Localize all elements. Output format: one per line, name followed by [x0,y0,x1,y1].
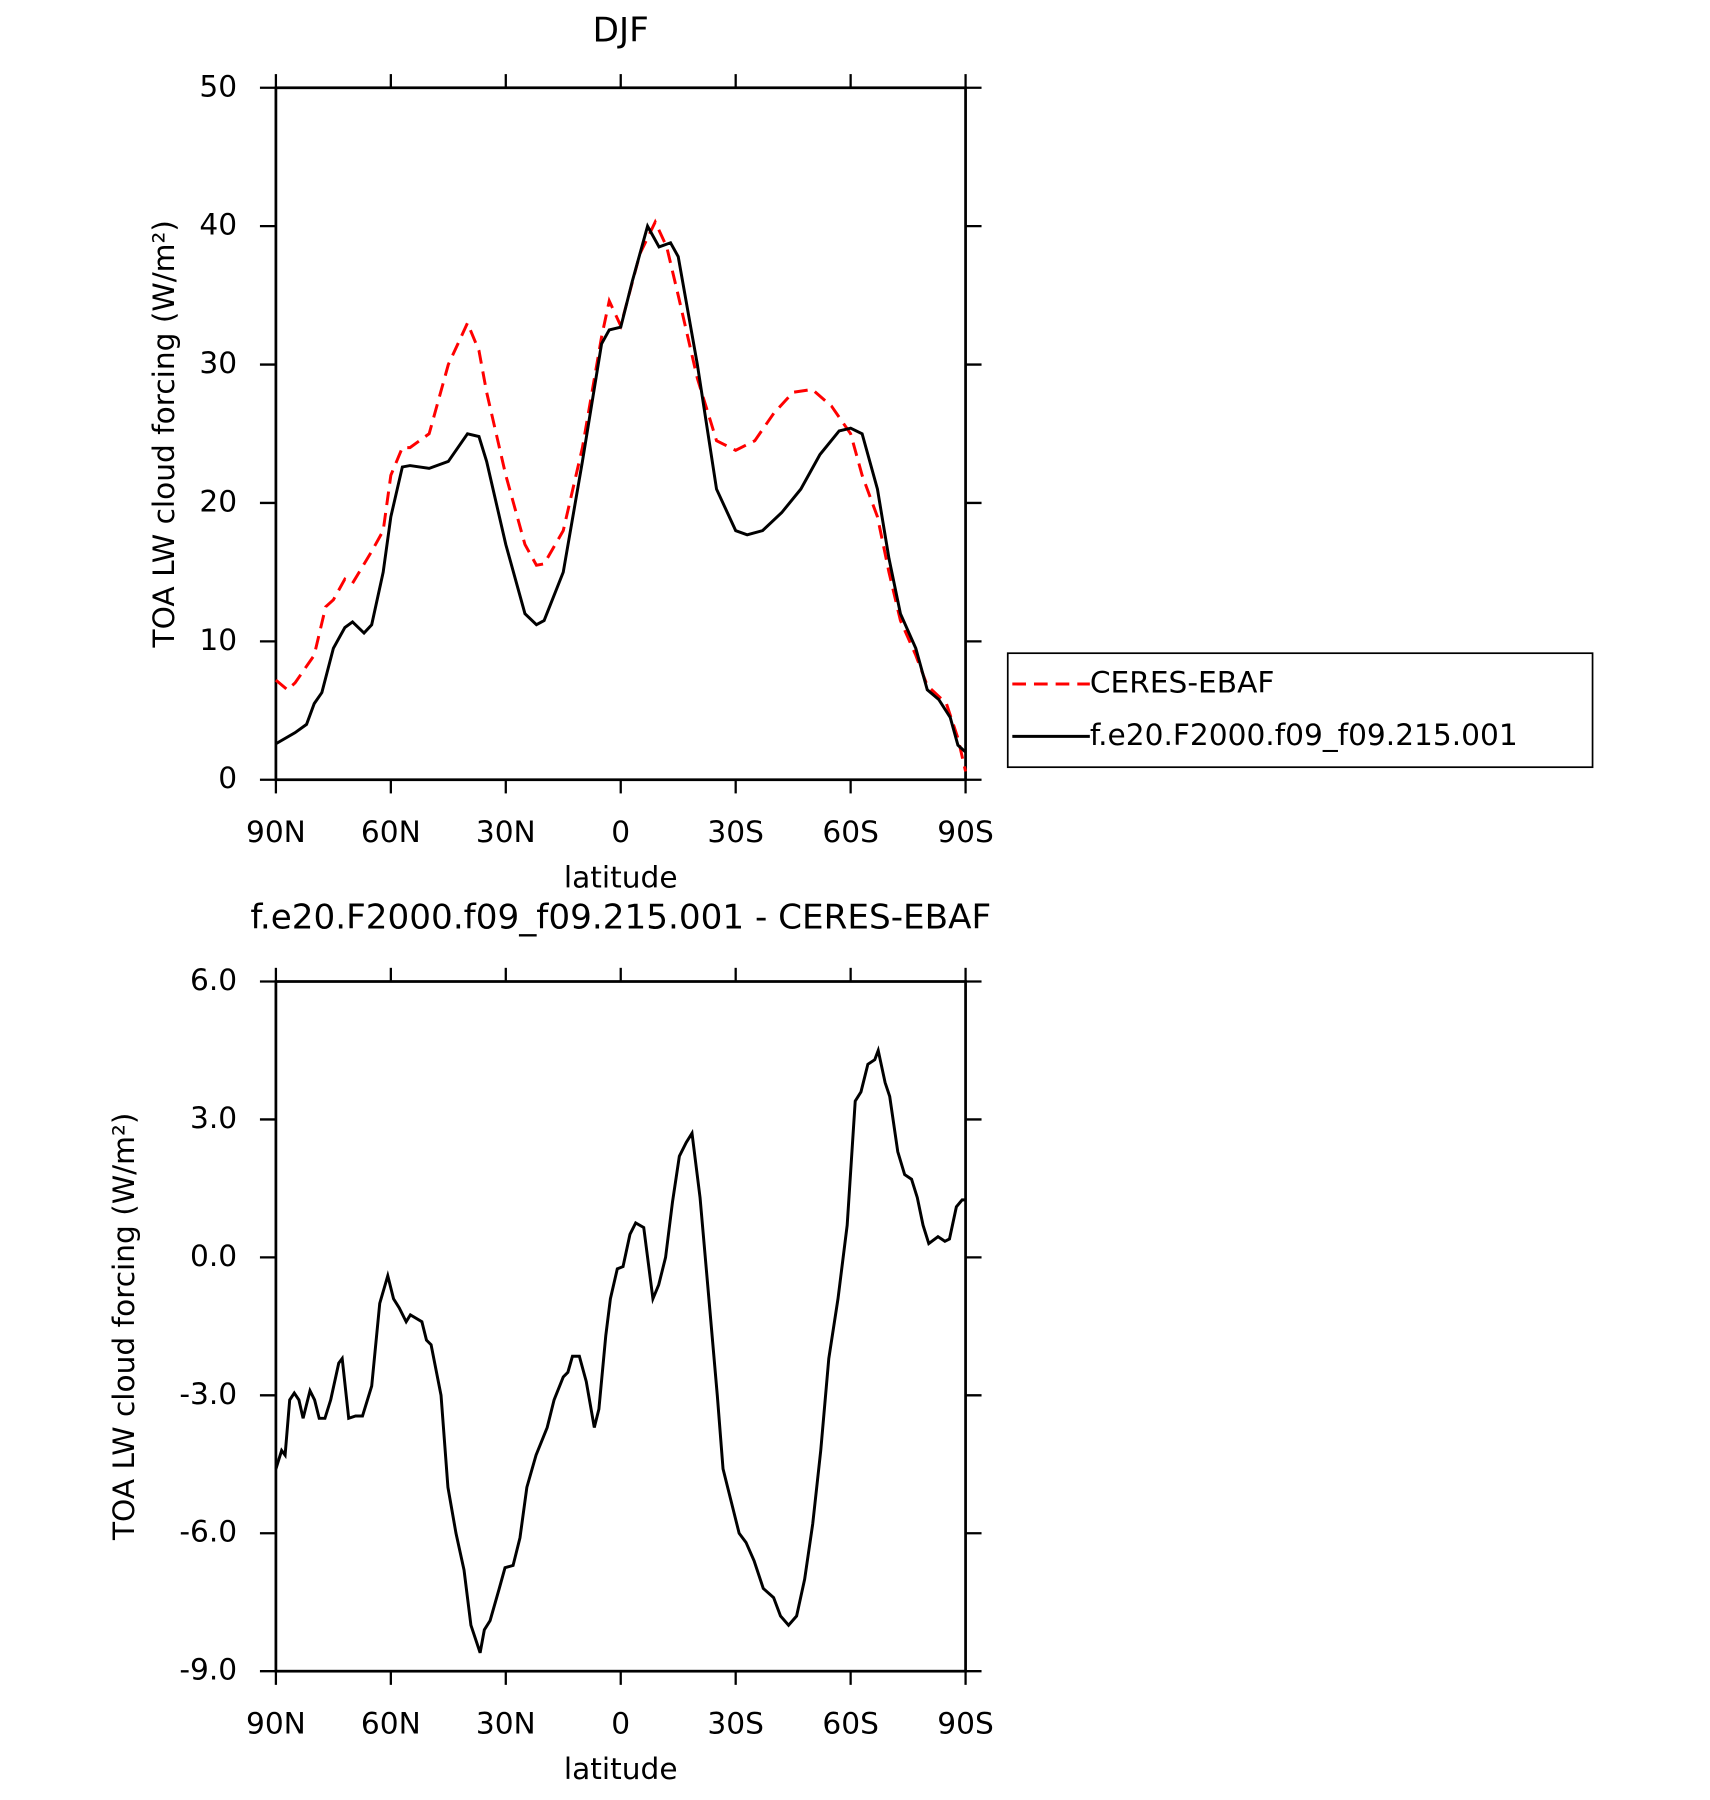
data-line [274,1045,966,1654]
y-axis-label: TOA LW cloud forcing (W/m²) [146,220,181,648]
plot-frame [274,980,967,1673]
chart-title: f.e20.F2000.f09_f09.215.001 - CERES-EBAF [250,897,991,937]
x-tick-label: 90S [937,814,994,849]
legend-label: f.e20.F2000.f09_f09.215.001 [1090,717,1518,752]
legend-box [1006,652,1594,769]
x-tick-label: 90N [246,814,306,849]
y-tick-label: 30 [199,345,237,380]
x-tick-label: 30S [707,814,764,849]
x-tick-label: 30S [707,1705,764,1740]
y-tick-label: 10 [199,622,237,657]
y-tick-label: 0 [218,760,237,795]
chart-title: DJF [593,10,649,50]
y-tick-label: 6.0 [190,962,237,997]
x-tick-label: 0 [611,814,630,849]
y-tick-label: -9.0 [179,1652,237,1687]
y-tick-label: 50 [199,68,237,103]
legend-label: CERES-EBAF [1090,664,1275,699]
x-axis-label: latitude [564,859,678,894]
y-tick-label: -3.0 [179,1376,237,1411]
x-tick-label: 90N [246,1705,306,1740]
x-tick-label: 60S [822,1705,879,1740]
x-tick-label: 60N [361,1705,421,1740]
data-line [275,222,967,754]
x-tick-label: 90S [937,1705,994,1740]
y-tick-label: 0.0 [190,1238,237,1273]
y-tick-label: -6.0 [179,1514,237,1549]
x-tick-label: 60S [822,814,879,849]
x-axis-label: latitude [564,1751,678,1786]
x-tick-label: 30N [476,814,536,849]
plot-frame [274,86,967,782]
y-tick-label: 3.0 [190,1100,237,1135]
data-line [274,218,968,772]
y-tick-label: 20 [199,483,237,518]
y-axis-label: TOA LW cloud forcing (W/m²) [106,1113,141,1541]
y-tick-label: 40 [199,207,237,242]
x-tick-label: 30N [476,1705,536,1740]
x-tick-label: 60N [361,814,421,849]
x-tick-label: 0 [611,1705,630,1740]
